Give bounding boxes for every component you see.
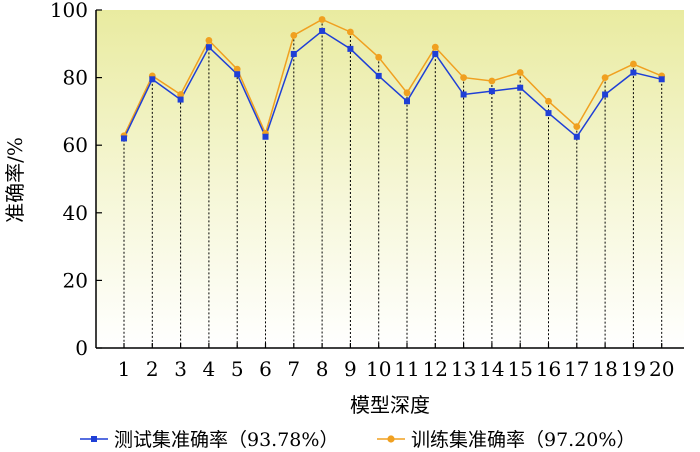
legend-label-test: 测试集准确率（93.78%）	[114, 429, 338, 451]
test-point	[517, 84, 524, 91]
train-point	[630, 60, 637, 68]
train-point	[318, 16, 326, 23]
train-point	[347, 28, 354, 36]
test-point	[432, 50, 439, 57]
train-point	[290, 31, 298, 39]
test-point	[121, 135, 127, 142]
y-tick-label: 100	[50, 0, 88, 22]
test-point	[319, 27, 326, 34]
test-point	[602, 91, 609, 98]
test-point	[658, 76, 665, 83]
x-axis-ticks: 1 2 3 4 5 6 7 8 9 10 11 12 13 14 15 16 17 18 19 20	[118, 343, 674, 381]
legend: 测试集准确率（93.78%） 训练集准确率（97.20%）	[80, 429, 635, 451]
test-point	[262, 133, 269, 140]
x-tick-label: 20	[649, 357, 674, 381]
train-point	[573, 123, 581, 131]
train-point	[601, 74, 609, 81]
y-axis-ticks: 0 20 40 60 80 100	[50, 0, 102, 360]
x-tick-label: 19	[621, 357, 646, 381]
x-tick-label: 1	[118, 357, 131, 381]
legend-marker-test	[91, 436, 97, 442]
x-tick-label: 7	[287, 357, 300, 381]
test-point	[630, 69, 637, 76]
y-tick-label: 40	[63, 201, 88, 225]
train-point	[460, 74, 467, 81]
test-point	[347, 45, 354, 52]
x-axis-title: 模型深度	[350, 393, 430, 417]
test-point	[404, 98, 410, 105]
train-point	[545, 97, 552, 105]
train-point	[488, 77, 496, 85]
x-tick-label: 16	[536, 357, 561, 381]
x-tick-label: 10	[366, 357, 391, 381]
x-tick-label: 3	[174, 357, 187, 381]
y-axis-title: 准确率/%	[3, 137, 27, 223]
train-point	[403, 89, 411, 97]
series-line-train	[123, 18, 662, 137]
test-point	[488, 88, 495, 95]
y-tick-label: 0	[75, 336, 88, 360]
test-point	[290, 50, 297, 57]
legend-label-train: 训练集准确率（97.20%）	[411, 429, 635, 451]
x-tick-label: 18	[592, 357, 617, 381]
legend-marker-train	[387, 435, 395, 443]
series-lines	[123, 18, 662, 139]
test-point	[375, 72, 382, 79]
y-tick-label: 80	[63, 66, 88, 90]
x-tick-label: 17	[564, 357, 589, 381]
plot-area-background	[96, 10, 684, 348]
test-point	[460, 91, 467, 98]
x-tick-label: 4	[203, 357, 216, 381]
x-tick-label: 6	[259, 357, 272, 381]
drop-lines	[123, 19, 663, 348]
train-point	[177, 91, 185, 98]
x-tick-label: 5	[231, 357, 244, 381]
train-point	[233, 65, 241, 73]
x-tick-label: 8	[316, 357, 329, 381]
y-tick-label: 60	[63, 133, 88, 157]
x-tick-label: 12	[423, 357, 448, 381]
y-tick-label: 20	[63, 268, 88, 292]
test-point	[149, 76, 156, 83]
x-tick-label: 9	[344, 357, 357, 381]
train-point	[375, 53, 383, 61]
test-point	[177, 96, 184, 103]
x-tick-label: 14	[479, 357, 504, 381]
test-point	[234, 71, 241, 78]
train-point	[516, 69, 524, 76]
x-tick-label: 15	[507, 357, 532, 381]
series-markers	[120, 16, 666, 142]
test-point	[545, 110, 552, 117]
x-tick-label: 2	[146, 357, 159, 381]
train-point	[205, 37, 213, 44]
test-point	[205, 44, 212, 51]
x-tick-label: 13	[451, 357, 476, 381]
x-tick-label: 11	[394, 357, 419, 381]
train-point	[431, 43, 439, 51]
test-point	[573, 133, 580, 140]
series-line-test	[123, 30, 662, 139]
